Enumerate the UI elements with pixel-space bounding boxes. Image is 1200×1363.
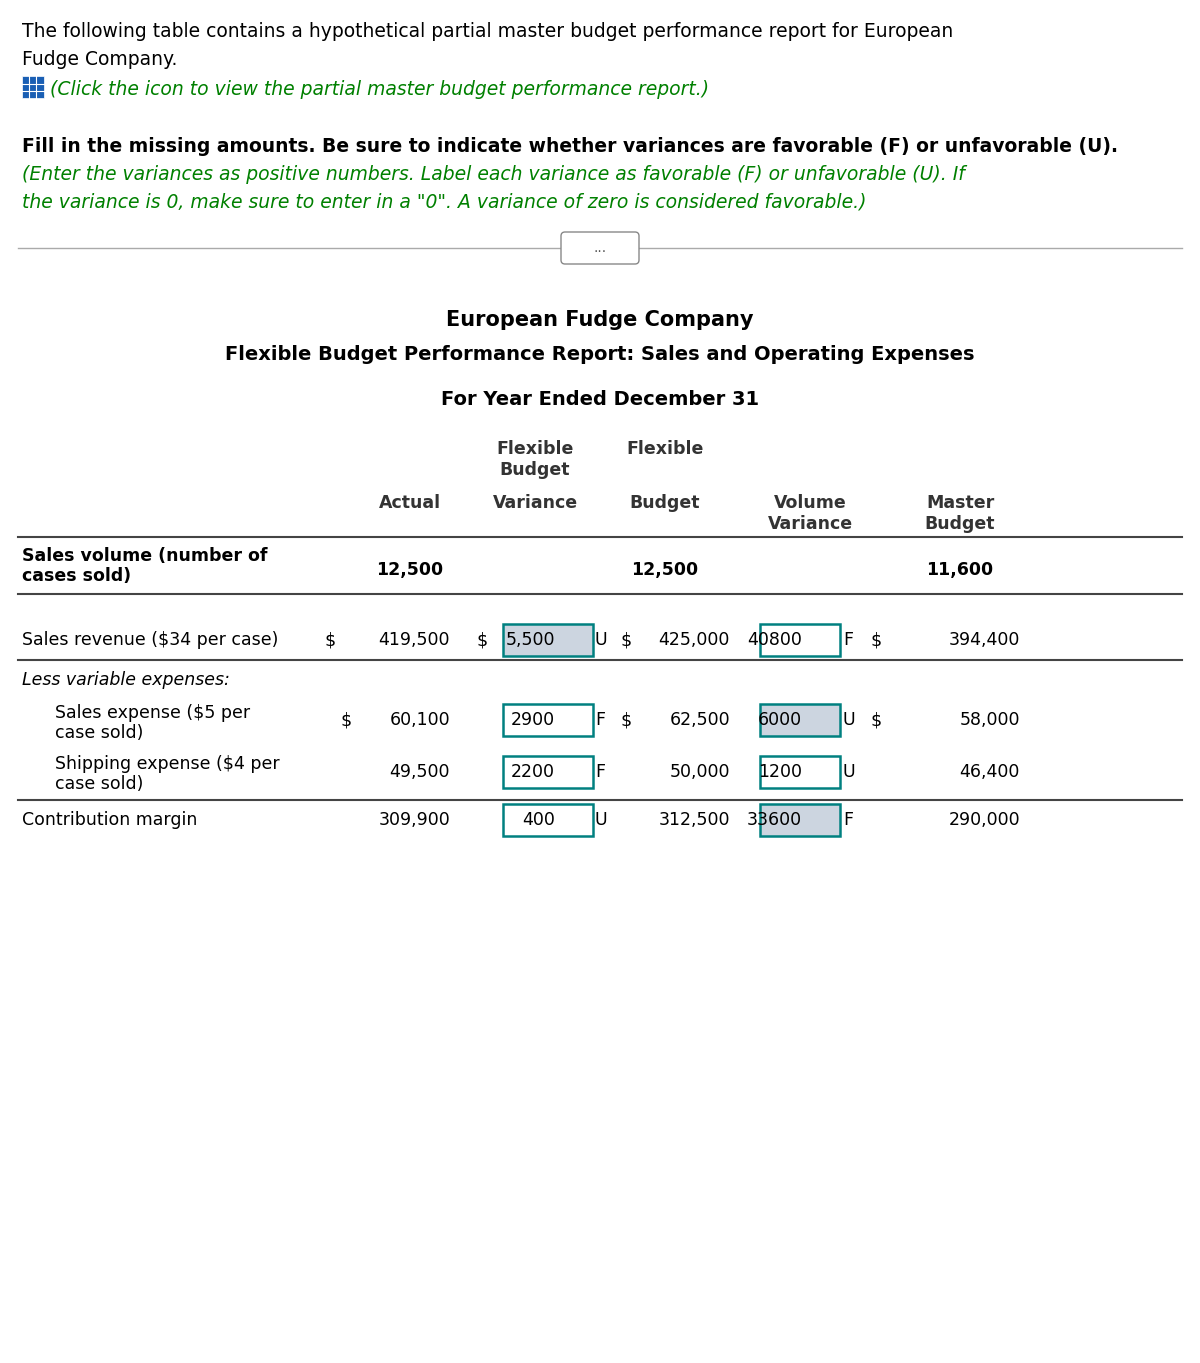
Text: $: $ xyxy=(340,711,352,729)
Text: Sales volume (number of: Sales volume (number of xyxy=(22,547,268,566)
Bar xyxy=(22,76,44,98)
Text: U: U xyxy=(842,763,856,781)
Text: Variance: Variance xyxy=(492,493,577,512)
Text: case sold): case sold) xyxy=(55,724,143,741)
Bar xyxy=(503,705,593,736)
Text: 40800: 40800 xyxy=(748,631,802,649)
Bar xyxy=(503,804,593,836)
Text: Contribution margin: Contribution margin xyxy=(22,811,197,829)
Text: 33600: 33600 xyxy=(746,811,802,829)
Text: Budget: Budget xyxy=(630,493,701,512)
Text: 2200: 2200 xyxy=(511,763,554,781)
Text: Flexible: Flexible xyxy=(626,440,703,458)
Text: Fudge Company.: Fudge Company. xyxy=(22,50,178,70)
Text: 46,400: 46,400 xyxy=(960,763,1020,781)
Text: F: F xyxy=(595,763,605,781)
Text: Actual: Actual xyxy=(379,493,442,512)
Text: U: U xyxy=(595,811,607,829)
Text: For Year Ended December 31: For Year Ended December 31 xyxy=(440,390,760,409)
Text: U: U xyxy=(842,711,856,729)
Bar xyxy=(503,756,593,788)
Bar xyxy=(760,756,840,788)
Text: Less variable expenses:: Less variable expenses: xyxy=(22,671,230,690)
Text: F: F xyxy=(842,811,853,829)
Text: 5,500: 5,500 xyxy=(505,631,554,649)
Text: 1200: 1200 xyxy=(758,763,802,781)
Bar xyxy=(503,624,593,656)
Text: 12,500: 12,500 xyxy=(631,562,698,579)
Text: U: U xyxy=(595,631,607,649)
Text: 400: 400 xyxy=(522,811,554,829)
Text: $: $ xyxy=(476,631,487,649)
Text: ...: ... xyxy=(594,241,606,255)
Text: 49,500: 49,500 xyxy=(390,763,450,781)
Bar xyxy=(760,705,840,736)
Text: 394,400: 394,400 xyxy=(949,631,1020,649)
Text: F: F xyxy=(595,711,605,729)
Text: (Click the icon to view the partial master budget performance report.): (Click the icon to view the partial mast… xyxy=(50,80,709,99)
Text: 58,000: 58,000 xyxy=(960,711,1020,729)
Text: Fill in the missing amounts. Be sure to indicate whether variances are favorable: Fill in the missing amounts. Be sure to … xyxy=(22,138,1118,155)
Text: Sales expense ($5 per: Sales expense ($5 per xyxy=(55,705,250,722)
Text: Volume
Variance: Volume Variance xyxy=(768,493,852,533)
Text: 425,000: 425,000 xyxy=(659,631,730,649)
Text: $: $ xyxy=(870,711,881,729)
Text: 62,500: 62,500 xyxy=(670,711,730,729)
Text: $: $ xyxy=(870,631,881,649)
Text: $: $ xyxy=(620,711,631,729)
Text: F: F xyxy=(842,631,853,649)
Text: 309,900: 309,900 xyxy=(378,811,450,829)
Text: $: $ xyxy=(620,631,631,649)
Text: case sold): case sold) xyxy=(55,776,143,793)
Text: 419,500: 419,500 xyxy=(378,631,450,649)
Text: European Fudge Company: European Fudge Company xyxy=(446,309,754,330)
Bar xyxy=(760,624,840,656)
Text: 312,500: 312,500 xyxy=(659,811,730,829)
Text: $: $ xyxy=(325,631,336,649)
Text: 6000: 6000 xyxy=(758,711,802,729)
Bar xyxy=(503,624,593,656)
Text: 290,000: 290,000 xyxy=(948,811,1020,829)
Bar xyxy=(760,804,840,836)
Text: 60,100: 60,100 xyxy=(389,711,450,729)
Text: The following table contains a hypothetical partial master budget performance re: The following table contains a hypotheti… xyxy=(22,22,953,41)
Text: the variance is 0, make sure to enter in a "0". A variance of zero is considered: the variance is 0, make sure to enter in… xyxy=(22,194,866,213)
Bar xyxy=(760,705,840,736)
Bar xyxy=(760,804,840,836)
Text: 12,500: 12,500 xyxy=(377,562,444,579)
Text: Master
Budget: Master Budget xyxy=(925,493,995,533)
Text: 2900: 2900 xyxy=(511,711,554,729)
Text: 50,000: 50,000 xyxy=(670,763,730,781)
Text: (Enter the variances as positive numbers. Label each variance as favorable (F) o: (Enter the variances as positive numbers… xyxy=(22,165,965,184)
Text: 11,600: 11,600 xyxy=(926,562,994,579)
Text: Flexible
Budget: Flexible Budget xyxy=(497,440,574,478)
Text: Shipping expense ($4 per: Shipping expense ($4 per xyxy=(55,755,280,773)
FancyBboxPatch shape xyxy=(562,232,640,264)
Text: cases sold): cases sold) xyxy=(22,567,131,585)
Text: Flexible Budget Performance Report: Sales and Operating Expenses: Flexible Budget Performance Report: Sale… xyxy=(226,345,974,364)
Text: Sales revenue ($34 per case): Sales revenue ($34 per case) xyxy=(22,631,278,649)
